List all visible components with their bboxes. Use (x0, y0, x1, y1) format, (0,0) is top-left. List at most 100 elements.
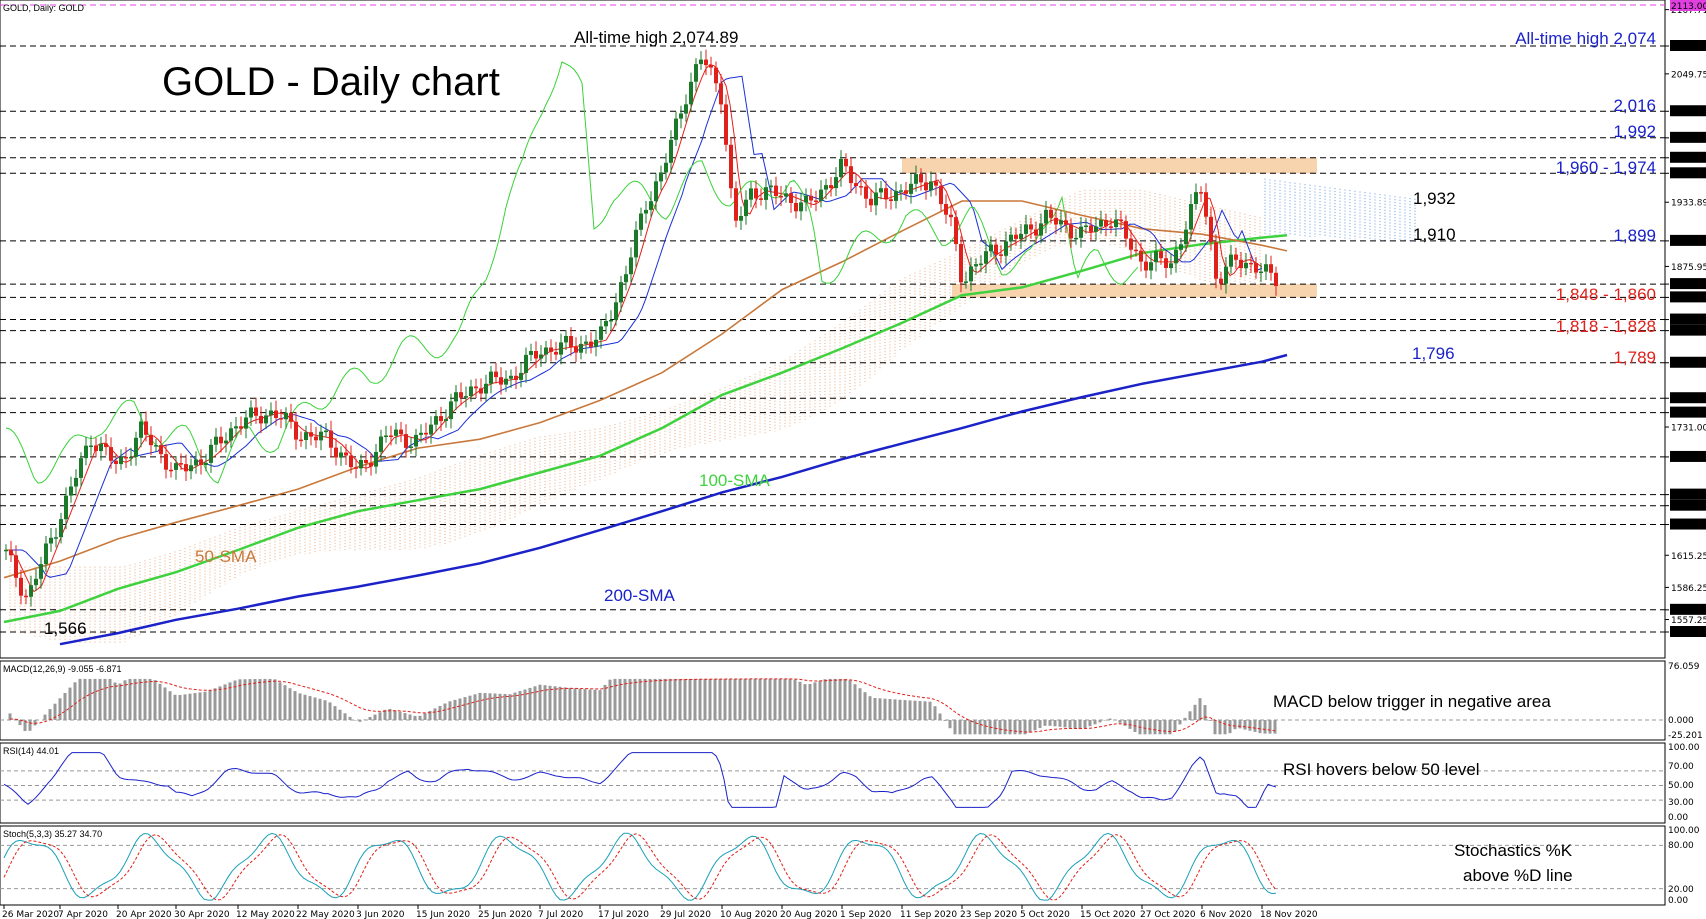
sma200-line (59, 353, 1288, 646)
candle (674, 111, 678, 146)
date-tick: 29 Jul 2020 (660, 905, 711, 919)
svg-text:17 Jul 2020: 17 Jul 2020 (598, 910, 649, 919)
price-tick-1546.00: 1546.00 (1665, 626, 1706, 639)
candle (1159, 244, 1163, 265)
svg-text:1848.00: 1848.00 (1671, 294, 1706, 304)
candle (714, 61, 718, 92)
date-tick: 15 Jun 2020 (416, 905, 470, 919)
sma100-label: 100-SMA (699, 471, 771, 490)
candle (349, 445, 353, 474)
candle (284, 407, 288, 429)
candle (1214, 234, 1218, 289)
candle (389, 425, 393, 446)
date-tick: 5 Oct 2020 (1020, 905, 1070, 919)
candle (4, 544, 8, 560)
candle (124, 447, 128, 468)
candle (909, 173, 913, 204)
s1796-label: 1,796 (1412, 344, 1455, 363)
candle (954, 210, 958, 252)
candle (779, 186, 783, 207)
stoch-scale-100: 100.00 (1668, 826, 1700, 836)
candle (914, 165, 918, 192)
price-tick-1670.00: 1670.00 (1665, 488, 1706, 501)
candle (1209, 206, 1213, 251)
svg-text:10 Aug 2020: 10 Aug 2020 (720, 910, 778, 919)
candle (1044, 200, 1048, 234)
sma50-label: 50-SMA (195, 547, 257, 566)
candle (534, 341, 538, 368)
svg-text:1704.00: 1704.00 (1671, 453, 1706, 463)
candle (479, 378, 483, 402)
candle (854, 173, 858, 194)
svg-text:30 Apr 2020: 30 Apr 2020 (174, 910, 230, 919)
candle (1114, 209, 1118, 237)
candle (669, 130, 673, 173)
candle (309, 422, 313, 446)
indicator-lines (3, 61, 1288, 646)
candle (1049, 204, 1053, 224)
svg-text:1643.00: 1643.00 (1671, 521, 1706, 531)
candle (1164, 250, 1168, 278)
candle (189, 458, 193, 480)
candle (1139, 242, 1143, 272)
candle (874, 182, 878, 216)
svg-text:22 May 2020: 22 May 2020 (296, 910, 355, 919)
candle (1174, 240, 1178, 273)
candle (684, 94, 688, 122)
chikou-line (5, 61, 1139, 484)
candle (314, 426, 318, 448)
candle (974, 258, 978, 275)
candle (1269, 255, 1273, 281)
candle (1144, 255, 1148, 279)
rsi-label: RSI(14) 44.01 (3, 746, 59, 756)
price-tick-1704.00: 1704.00 (1665, 450, 1706, 463)
price-tick-1557.25: 1557.25 (1665, 616, 1706, 626)
candle (929, 171, 933, 197)
date-tick: 18 Nov 2020 (1260, 905, 1318, 919)
candle (289, 403, 293, 429)
candle (619, 275, 623, 313)
sma100-line (3, 234, 1288, 624)
candle (1029, 217, 1033, 239)
candle (579, 335, 583, 360)
svg-text:1974.00: 1974.00 (1671, 154, 1706, 164)
price-tick-2049.75: 2049.75 (1665, 70, 1706, 80)
instrument-label: GOLD, Daily: GOLD (3, 3, 85, 13)
date-tick: 17 Jul 2020 (598, 905, 649, 919)
candle (24, 589, 28, 605)
svg-text:3 Jun 2020: 3 Jun 2020 (356, 910, 405, 919)
candle (1074, 228, 1078, 245)
candle (604, 313, 608, 334)
candle (624, 265, 628, 291)
candle (404, 424, 408, 458)
candle (59, 512, 63, 544)
candle (1059, 210, 1063, 233)
candle (524, 347, 528, 383)
svg-text:2049.75: 2049.75 (1671, 70, 1706, 80)
candle (399, 421, 403, 443)
candle (84, 436, 88, 466)
candle (484, 374, 488, 402)
candle (359, 454, 363, 476)
rsi-line (3, 752, 1277, 808)
stoch-scale-80: 80.00 (1668, 841, 1694, 851)
svg-text:1818.00: 1818.00 (1671, 327, 1706, 337)
candle (649, 191, 653, 218)
candle (794, 193, 798, 219)
price-tick-1875.95: 1875.95 (1665, 263, 1706, 273)
candle (599, 319, 603, 349)
candle (1219, 271, 1223, 290)
candle (474, 378, 478, 398)
candle (879, 181, 883, 200)
candle (934, 173, 938, 196)
price-tick-1757.00: 1757.00 (1665, 392, 1706, 405)
sma200-label: 200-SMA (604, 586, 676, 605)
candle (1169, 253, 1173, 275)
candle (1204, 183, 1208, 225)
candle (1089, 218, 1093, 241)
candle (1039, 213, 1043, 244)
candle (69, 476, 73, 503)
candle (109, 437, 113, 469)
candle (1274, 266, 1278, 296)
